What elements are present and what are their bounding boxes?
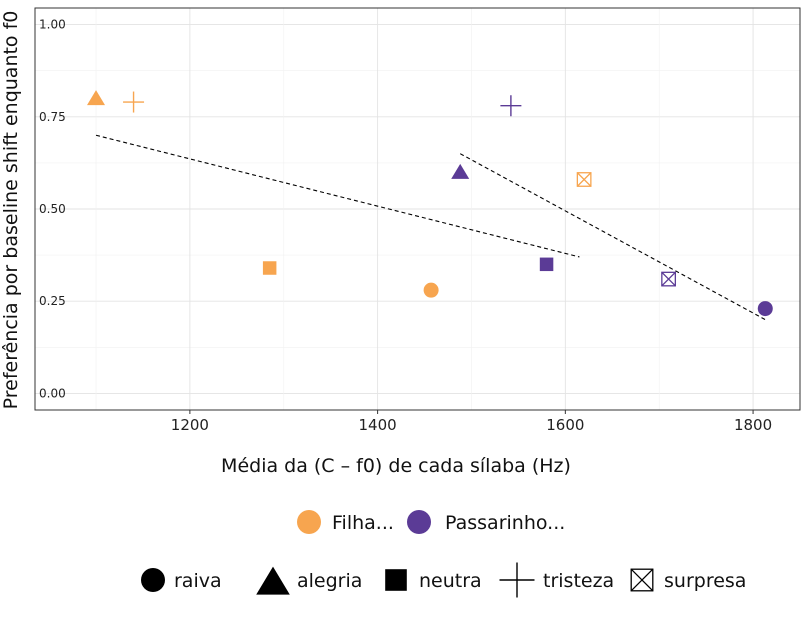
trend-line: [459, 153, 766, 321]
legend-label: Filha...: [332, 512, 394, 534]
x-tick-label: 1600: [546, 416, 584, 434]
y-tick-label: 0.75: [39, 110, 66, 124]
data-point: [576, 172, 592, 187]
legend-shape-icon: [385, 569, 407, 591]
plot-border: [34, 7, 801, 411]
x-axis-title: Média da (C – f0) de cada sílaba (Hz): [221, 455, 571, 477]
legend-shape-item: tristeza: [499, 562, 614, 598]
y-tick-label: 1.00: [39, 18, 66, 32]
data-point: [87, 90, 106, 106]
y-tick-label: 0.25: [39, 294, 66, 308]
legend-shapes: raiva alegria neutra tristeza surpresa: [141, 562, 746, 598]
data-point: [500, 95, 522, 117]
legend-groups: Filha... Passarinho...: [297, 510, 565, 534]
legend-group-item: Filha...: [297, 510, 394, 534]
legend-shape-item: neutra: [385, 569, 482, 592]
legend-swatch: [297, 510, 321, 534]
y-tick-label: 0.00: [39, 386, 66, 400]
x-tick-label: 1200: [171, 416, 209, 434]
y-axis-ticks: 0.00 0.25 0.50 0.75 1.00: [39, 18, 66, 401]
x-tick-label: 1800: [734, 416, 772, 434]
trend-line: [95, 134, 580, 258]
legend-label: Passarinho...: [445, 512, 565, 534]
legend-shape-item: surpresa: [630, 568, 746, 592]
data-point: [661, 271, 676, 287]
data-point: [757, 301, 773, 317]
plot-frame: [34, 7, 801, 411]
y-axis-title: Preferência por baseline shift enquanto …: [0, 11, 22, 410]
legend-label: tristeza: [543, 570, 614, 592]
legend-label: neutra: [419, 570, 482, 592]
data-points: [87, 90, 773, 317]
x-tick-label: 1400: [359, 416, 397, 434]
data-point: [123, 91, 145, 113]
legend-group-item: Passarinho...: [407, 510, 565, 534]
grid-lines: [35, 8, 800, 410]
trend-lines: [95, 134, 766, 321]
legend-shape-icon: [499, 562, 535, 598]
legend-shape-icon: [630, 568, 654, 592]
data-point: [539, 257, 554, 272]
data-point: [423, 282, 439, 298]
legend-label: surpresa: [664, 570, 746, 592]
y-tick-label: 0.50: [39, 202, 66, 216]
data-point: [262, 261, 277, 275]
legend-shape-icon: [141, 568, 165, 592]
legend-swatch: [407, 510, 431, 534]
legend-shape-item: alegria: [256, 566, 362, 595]
legend-label: raiva: [174, 570, 222, 592]
legend-shape-icon: [256, 566, 290, 595]
data-point: [451, 163, 470, 179]
x-axis-ticks: 1200 1400 1600 1800: [171, 410, 772, 434]
legend-label: alegria: [297, 570, 362, 592]
legend-shape-item: raiva: [141, 568, 222, 592]
